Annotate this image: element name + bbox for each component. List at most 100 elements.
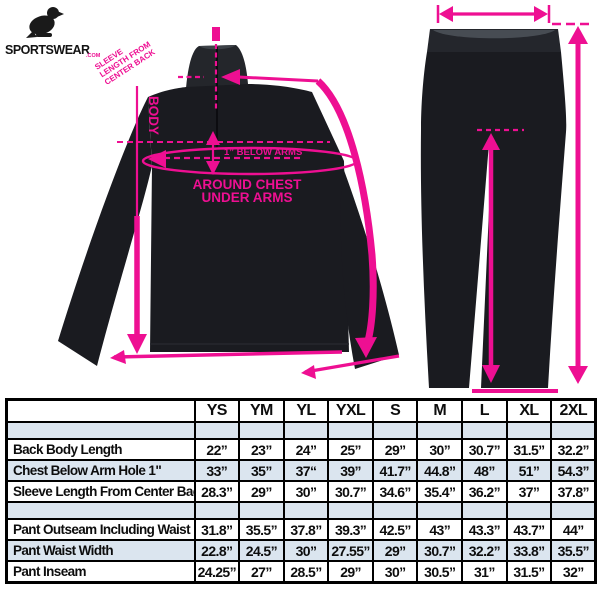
row-label (5, 501, 196, 520)
table-row: Chest Below Arm Hole 1" 33” 35” 37“ 39” 41.7”… (5, 459, 597, 482)
header-s: S (371, 398, 419, 423)
pants-waist-opening (433, 30, 555, 39)
jacket-left-sleeve (58, 97, 152, 366)
brand-tagline: .COM (86, 53, 101, 59)
size-value-cell: 30” (282, 480, 330, 503)
spacer-row (5, 421, 597, 440)
size-value-cell: 36.2” (461, 480, 508, 503)
size-value-cell: 39.3” (327, 518, 374, 541)
row-label: Back Body Length (5, 438, 196, 461)
table-row: Sleeve Length From Center Back 28.3” 29” 30… (5, 480, 597, 503)
size-value-cell (193, 421, 241, 440)
left-arrowhead (439, 6, 453, 22)
jacket-right-sleeve (312, 92, 399, 369)
row-label: Chest Below Arm Hole 1" (5, 459, 196, 482)
down-arrowhead (568, 366, 588, 384)
up-arrowhead (568, 26, 588, 44)
size-value-cell: 24” (282, 438, 330, 461)
size-value-cell: 54.3” (550, 459, 597, 482)
size-value-cell: 35” (238, 459, 285, 482)
size-value-cell: 30” (416, 438, 464, 461)
table-row: Pant Waist Width 22.8” 24.5” 30” 27.55” 29” 30… (5, 539, 597, 562)
pants-graphic (420, 29, 567, 388)
jacket-body (148, 84, 349, 352)
size-value-cell (327, 421, 374, 440)
brand-wordmark: SPORTSWEAR (5, 43, 90, 57)
size-value-cell: 37.8” (550, 480, 597, 503)
size-value-cell: 43.3” (461, 518, 508, 541)
down-arrowhead (127, 334, 147, 354)
row-label: Sleeve Length From Center Back (5, 480, 196, 503)
size-value-cell (461, 501, 508, 520)
size-value-cell: 32.2” (461, 539, 508, 562)
header-m: M (416, 398, 464, 423)
size-value-cell: 44” (550, 518, 597, 541)
row-label (5, 421, 196, 440)
up-arrowhead (482, 133, 500, 150)
size-value-cell: 31.8” (193, 518, 241, 541)
size-value-cell: 29” (238, 480, 285, 503)
size-value-cell: 48” (461, 459, 508, 482)
size-value-cell (238, 421, 285, 440)
size-value-cell: 33” (193, 459, 241, 482)
table-row: Pant Inseam 24.25” 27” 28.5” 29” 30” 30.5” 31” 3… (5, 560, 597, 584)
size-value-cell: 32” (550, 560, 597, 584)
chest-label-line1: AROUND CHEST (193, 177, 303, 192)
down-arrowhead (206, 161, 220, 175)
size-chart-table: YS YM YL YXL S M L XL 2XL Back Body Leng… (5, 398, 598, 584)
size-value-cell: 27.55” (327, 539, 374, 562)
body-length-label: BODY (146, 96, 161, 135)
chest-label-line2: UNDER ARMS (202, 190, 293, 205)
size-value-cell: 51” (505, 459, 553, 482)
pants-annotations (436, 5, 592, 393)
center-back-tick (212, 27, 220, 41)
size-value-cell (550, 421, 597, 440)
size-value-cell (550, 501, 597, 520)
size-value-cell (416, 501, 464, 520)
size-value-cell: 31” (461, 560, 508, 584)
header-yxl: YXL (327, 398, 374, 423)
size-value-cell: 34.6” (371, 480, 419, 503)
sleeve-measure-line (237, 75, 319, 83)
header-ys: YS (193, 398, 241, 423)
measurement-diagram: SPORTSWEAR .COM (5, 5, 592, 393)
size-value-cell: 35.4” (416, 480, 464, 503)
down-arrowhead (355, 337, 377, 358)
size-value-cell: 28.3” (193, 480, 241, 503)
hem-baseline (113, 350, 343, 359)
spacer-row (5, 501, 597, 520)
size-value-cell: 30.5” (416, 560, 464, 584)
size-value-cell (282, 421, 330, 440)
right-arrowhead (534, 6, 548, 22)
size-value-cell: 30.7” (416, 539, 464, 562)
size-value-cell: 29” (371, 539, 419, 562)
size-value-cell: 30” (371, 560, 419, 584)
size-value-cell: 29” (327, 560, 374, 584)
header-l: L (461, 398, 508, 423)
left-arrowhead (221, 69, 240, 85)
brand-logo: SPORTSWEAR .COM (5, 7, 101, 59)
size-value-cell: 42.5” (371, 518, 419, 541)
brand-mascot-icon (26, 7, 64, 38)
size-value-cell: 30.7” (461, 438, 508, 461)
size-value-cell: 28.5” (282, 560, 330, 584)
up-arrowhead (206, 131, 220, 145)
cuff-baseline (304, 354, 400, 374)
header-row: YS YM YL YXL S M L XL 2XL (5, 398, 597, 423)
size-value-cell: 33.8” (505, 539, 553, 562)
row-label: Pant Outseam Including Waist (5, 518, 196, 541)
sleeve-note: SLEEVE LENGTH FROM CENTER BACK (93, 40, 157, 87)
size-value-cell (193, 501, 241, 520)
size-value-cell (371, 501, 419, 520)
size-value-cell (416, 421, 464, 440)
size-value-cell: 44.8” (416, 459, 464, 482)
size-value-cell (505, 421, 553, 440)
size-value-cell: 37” (505, 480, 553, 503)
size-value-cell: 41.7” (371, 459, 419, 482)
size-value-cell: 23” (238, 438, 285, 461)
size-value-cell: 35.5” (550, 539, 597, 562)
size-value-cell: 22” (193, 438, 241, 461)
size-value-cell: 30.7” (327, 480, 374, 503)
sleeve-length-arrow (315, 78, 377, 342)
